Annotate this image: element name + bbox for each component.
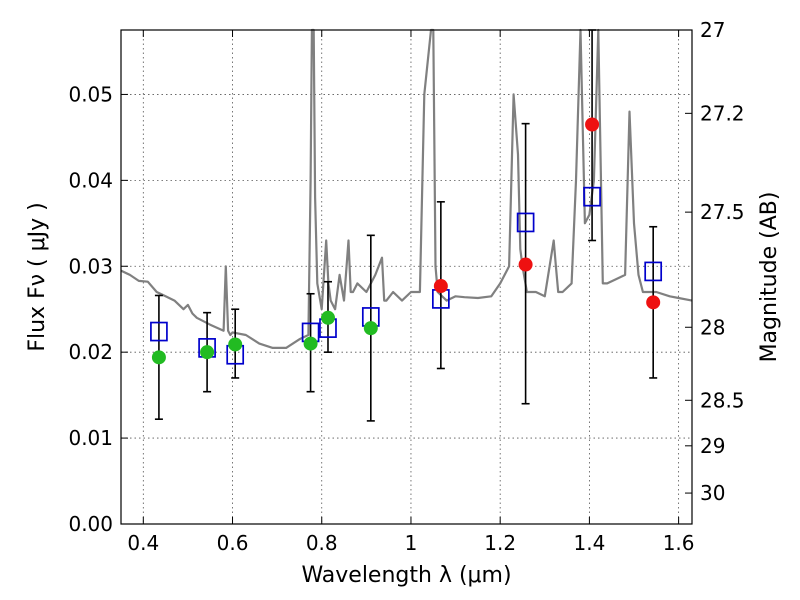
observed-nir-point — [518, 257, 533, 272]
x-axis-label: Wavelength λ (μm) — [301, 563, 511, 588]
y-tick-label: 0.05 — [68, 82, 113, 106]
x-tick-label: 0.4 — [127, 531, 159, 555]
right-axis-label: Magnitude (AB) — [757, 192, 782, 363]
observed-optical-point — [200, 345, 215, 360]
observed-nir-point — [646, 295, 661, 310]
right-tick-label: 28 — [700, 315, 725, 339]
y-tick-label: 0.02 — [68, 340, 113, 364]
y-tick-label: 0.03 — [68, 254, 113, 278]
right-tick-label: 28.5 — [700, 388, 745, 412]
y-tick-label: 0.04 — [68, 168, 113, 192]
right-tick-label: 30 — [700, 481, 725, 505]
right-tick-label: 27.2 — [700, 101, 745, 125]
right-tick-label: 27 — [700, 18, 725, 42]
model-sed-line — [120, 28, 693, 349]
tick-label-layer: 0.4 0.6 0.8 1 1.2 1.4 1.6 0.00 0.01 0.02 0.03 0.04 0… — [68, 18, 744, 555]
x-tick-label: 1.2 — [484, 531, 516, 555]
observed-optical-point — [303, 336, 318, 351]
grid-layer — [121, 30, 692, 524]
observed-nir-point — [585, 117, 600, 132]
model-band-square — [516, 212, 535, 233]
model-band-square — [644, 261, 663, 282]
right-tick-label: 29 — [700, 434, 725, 458]
observed-optical-point — [151, 350, 166, 365]
marker-layer — [150, 117, 663, 365]
model-band-square — [583, 186, 601, 207]
x-tick-label: 0.6 — [217, 531, 249, 555]
right-tick-label: 27.5 — [700, 200, 745, 224]
observed-nir-point — [433, 279, 448, 294]
y-tick-label: 0.01 — [68, 426, 113, 450]
model-sed-layer — [120, 28, 693, 349]
x-tick-label: 1.4 — [573, 531, 605, 555]
plot-frame — [120, 29, 693, 525]
x-tick-label: 0.8 — [306, 531, 338, 555]
tick-layer — [121, 29, 692, 525]
y-axis-label: Flux Fν ( μJy ) — [25, 202, 50, 351]
observed-optical-point — [320, 310, 335, 325]
observed-optical-point — [363, 321, 378, 336]
model-band-square — [150, 321, 168, 342]
y-tick-label: 0.00 — [68, 512, 113, 536]
observed-optical-point — [228, 337, 243, 352]
x-tick-label: 1 — [405, 531, 418, 555]
x-tick-label: 1.6 — [663, 531, 695, 555]
